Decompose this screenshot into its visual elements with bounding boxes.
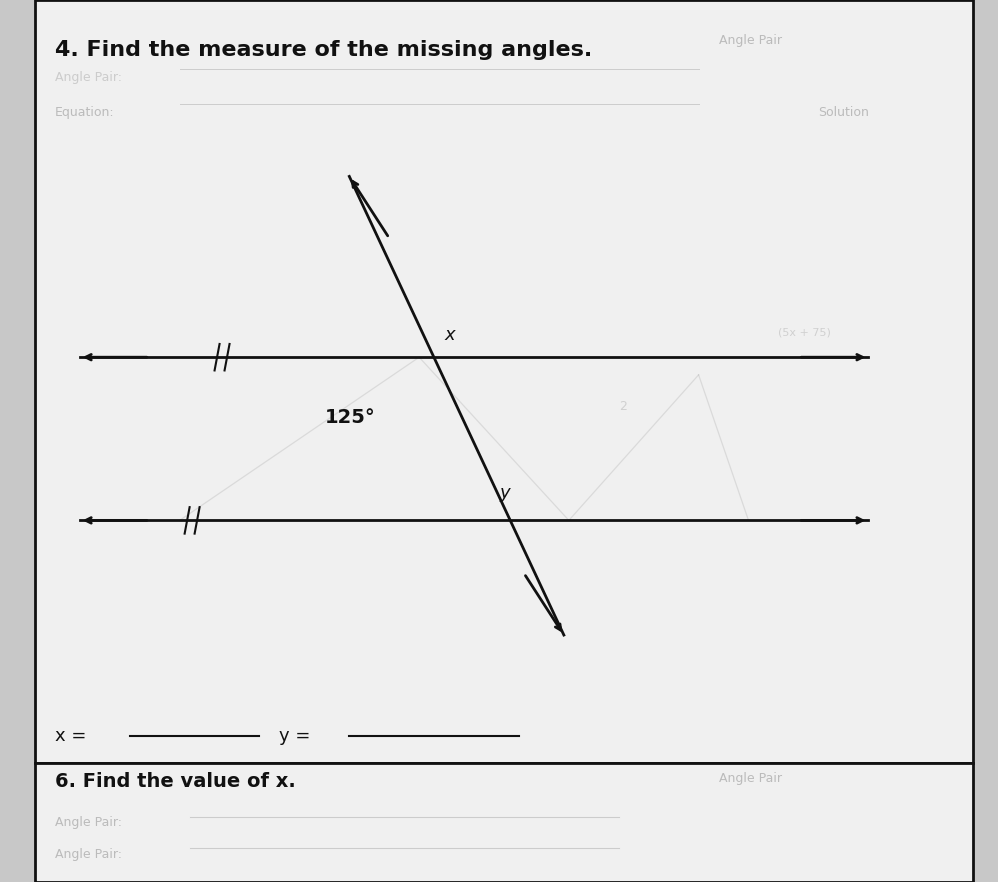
Text: Angle Pair: Angle Pair: [719, 772, 781, 785]
Text: 6. Find the value of x.: 6. Find the value of x.: [55, 772, 295, 791]
Text: Angle Pair:: Angle Pair:: [55, 816, 122, 829]
Text: (5x + 75): (5x + 75): [778, 327, 831, 337]
Bar: [35, 0, 973, 763]
Text: x: x: [444, 325, 455, 344]
Text: Solution: Solution: [818, 106, 869, 119]
Text: Angle Pair:: Angle Pair:: [55, 71, 122, 84]
Text: y: y: [499, 484, 510, 503]
Text: Equation:: Equation:: [55, 106, 115, 119]
Text: Angle Pair:: Angle Pair:: [55, 848, 122, 862]
Text: Angle Pair: Angle Pair: [719, 34, 781, 47]
Text: 4. Find the measure of the missing angles.: 4. Find the measure of the missing angle…: [55, 40, 592, 60]
Bar: [35, 763, 973, 882]
Text: y =: y =: [279, 728, 310, 745]
Text: 125°: 125°: [324, 408, 375, 428]
Text: x =: x =: [55, 728, 86, 745]
Text: 2: 2: [619, 400, 627, 413]
